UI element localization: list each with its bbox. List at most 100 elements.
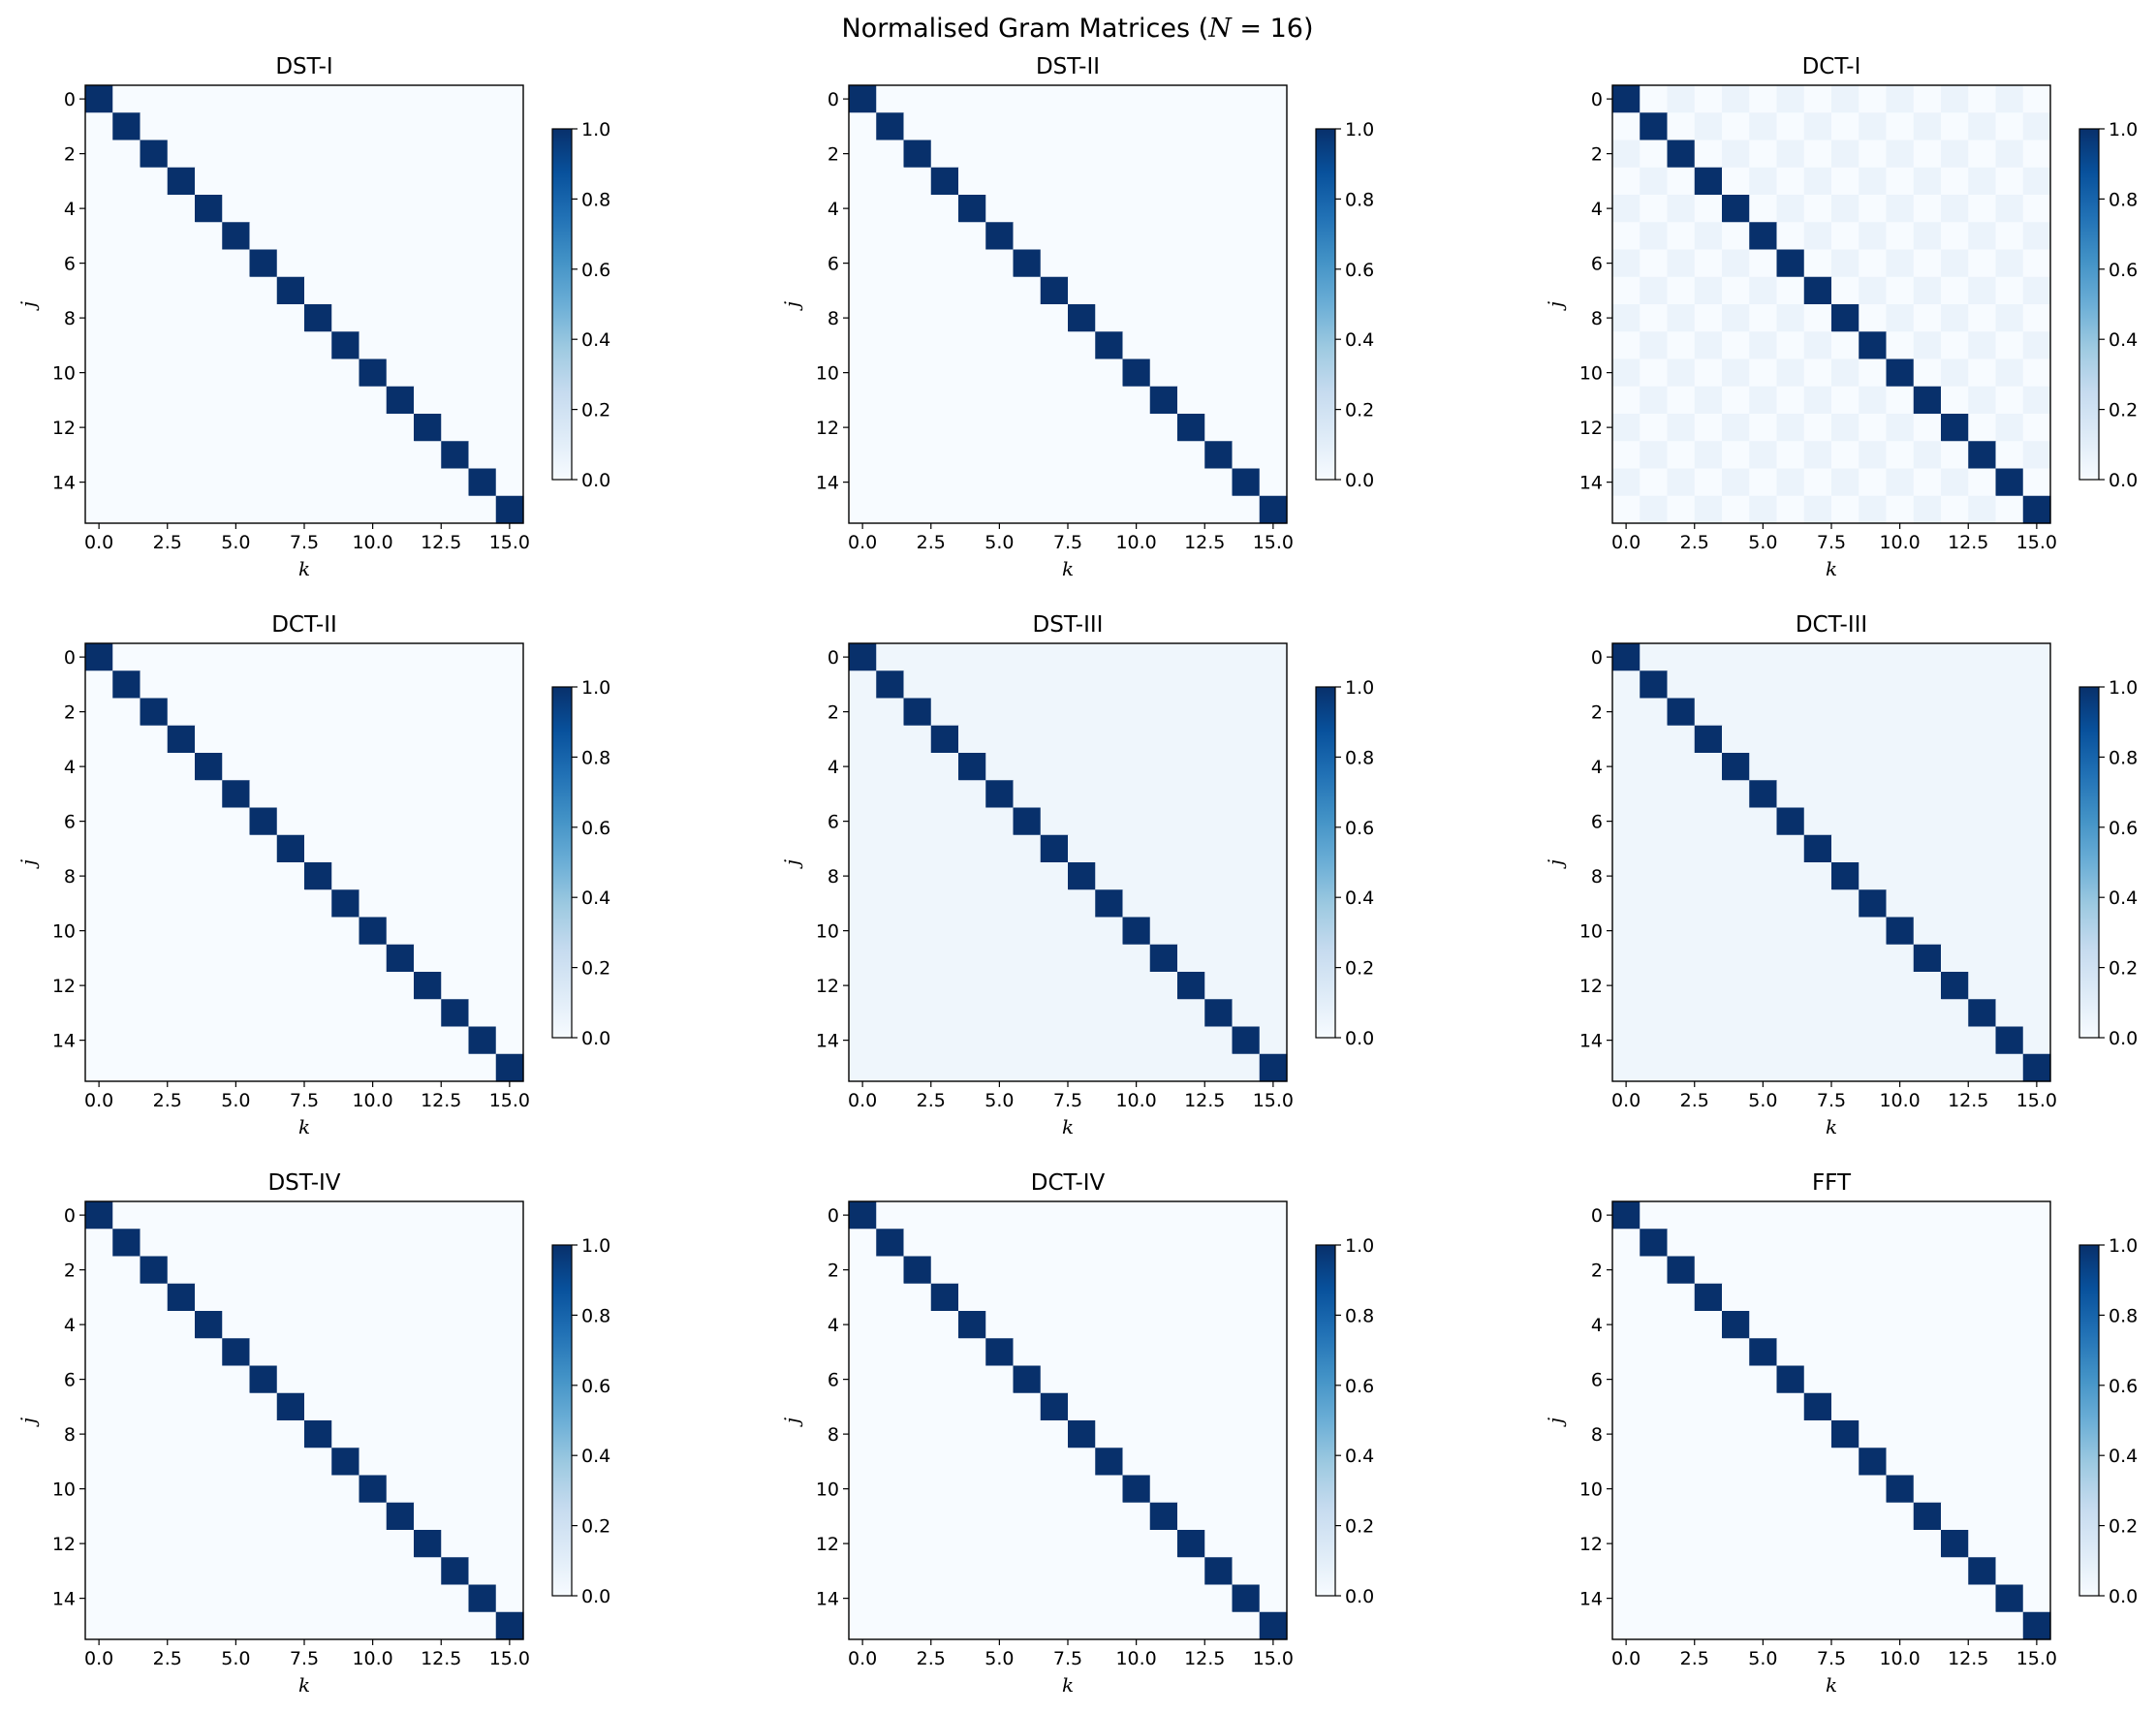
heatmap-cell xyxy=(386,414,415,442)
heatmap-cell xyxy=(958,304,986,332)
heatmap-cell xyxy=(468,1420,497,1448)
heatmap-cell xyxy=(930,1502,959,1531)
heatmap-cell xyxy=(1122,917,1151,946)
heatmap-cell xyxy=(1232,358,1261,388)
heatmap-cell xyxy=(985,807,1015,836)
heatmap-cell xyxy=(903,195,932,223)
heatmap-cell xyxy=(1694,1611,1723,1640)
heatmap-cell xyxy=(304,276,332,305)
heatmap-cell xyxy=(359,331,388,360)
heatmap-cell xyxy=(1122,1448,1151,1477)
heatmap-cell xyxy=(930,1026,959,1055)
colorbar-frame xyxy=(2078,686,2100,1039)
heatmap-cell xyxy=(386,1026,415,1055)
heatmap-cell xyxy=(1749,1502,1778,1531)
heatmap-cell xyxy=(1259,140,1288,169)
heatmap-cell xyxy=(903,276,932,305)
heatmap-cell xyxy=(359,643,388,671)
heatmap-cell xyxy=(112,1201,141,1230)
heatmap-cell xyxy=(1859,999,1888,1028)
panel-title: DCT-I xyxy=(1802,54,1861,79)
heatmap-cell xyxy=(1149,834,1178,863)
heatmap-cell xyxy=(958,195,986,223)
heatmap-cell xyxy=(276,1283,305,1312)
heatmap-cell xyxy=(222,889,251,919)
heatmap-cell xyxy=(1749,85,1778,113)
y-tick-label: 12 xyxy=(1579,418,1603,439)
heatmap-cell xyxy=(930,917,959,946)
heatmap-cell xyxy=(1749,944,1778,973)
heatmap-cell xyxy=(1204,140,1234,169)
heatmap-cell xyxy=(359,753,388,781)
heatmap-cell xyxy=(386,222,415,251)
heatmap-cell xyxy=(1149,1311,1178,1339)
heatmap-cell xyxy=(85,999,113,1028)
heatmap-cell xyxy=(386,249,415,278)
heatmap-cell xyxy=(2022,780,2051,809)
y-tick-label: 0 xyxy=(64,1205,76,1227)
heatmap-cell xyxy=(985,1530,1015,1558)
heatmap-cell xyxy=(112,304,141,332)
heatmap-cell xyxy=(1941,468,1969,497)
heatmap-cell xyxy=(1177,386,1205,415)
heatmap-cell xyxy=(876,1229,905,1258)
heatmap-cell xyxy=(1776,222,1805,251)
heatmap-cell xyxy=(1859,222,1888,251)
heatmap-cell xyxy=(2022,753,2051,781)
heatmap-cell xyxy=(85,1201,113,1230)
heatmap-cell xyxy=(1068,1201,1096,1230)
heatmap-cell xyxy=(359,1201,388,1230)
heatmap-cell xyxy=(903,1201,932,1230)
heatmap-cell xyxy=(849,1584,877,1613)
heatmap-cell xyxy=(1149,1392,1178,1421)
heatmap-cell xyxy=(1204,643,1234,671)
heatmap-cell xyxy=(140,780,169,809)
heatmap-cell xyxy=(1204,1448,1234,1477)
x-tick-label: 7.5 xyxy=(1817,1648,1846,1669)
heatmap-cell xyxy=(359,1448,388,1477)
heatmap-cell xyxy=(1177,1557,1205,1586)
heatmap-cell xyxy=(386,441,415,470)
heatmap-cell xyxy=(112,643,141,671)
y-tick-label: 0 xyxy=(1591,647,1603,669)
heatmap-cell xyxy=(1886,1392,1915,1421)
heatmap-cell xyxy=(167,1530,196,1558)
heatmap-cell xyxy=(1095,999,1124,1028)
heatmap-cell xyxy=(1149,167,1178,196)
heatmap-cell xyxy=(468,1026,497,1055)
heatmap-cell xyxy=(1859,1475,1888,1504)
heatmap-cell xyxy=(1941,753,1969,781)
heatmap-cell xyxy=(2022,1502,2051,1531)
heatmap-cell xyxy=(195,780,223,809)
heatmap-cell xyxy=(386,1365,415,1394)
heatmap-cell xyxy=(1694,1420,1723,1448)
heatmap-cell xyxy=(1749,917,1778,946)
heatmap-cell xyxy=(1859,167,1888,196)
heatmap-cell xyxy=(1259,643,1288,671)
heatmap-cell xyxy=(1259,670,1288,700)
heatmap-cell xyxy=(1177,780,1205,809)
heatmap-cell xyxy=(1886,1365,1915,1394)
heatmap-cell xyxy=(1913,999,1942,1028)
heatmap-cell xyxy=(1694,807,1723,836)
heatmap-cell xyxy=(1803,834,1832,863)
heatmap-cell xyxy=(1803,972,1832,1000)
heatmap-cell xyxy=(1831,358,1859,388)
heatmap-cell xyxy=(1095,1311,1124,1339)
colorbar-tick-label: 0.2 xyxy=(581,958,610,980)
heatmap-cell xyxy=(1859,753,1888,781)
heatmap-cell xyxy=(1722,670,1750,700)
heatmap-cell xyxy=(849,112,877,141)
heatmap-cell xyxy=(1913,1311,1942,1339)
heatmap-cell xyxy=(1013,167,1042,196)
colorbar-gradient xyxy=(2079,129,2099,480)
heatmap-cell xyxy=(1667,1053,1696,1082)
heatmap-cell xyxy=(1232,167,1261,196)
x-tick-label: 10.0 xyxy=(352,1090,392,1111)
heatmap-cell xyxy=(1913,753,1942,781)
x-tick-label: 2.5 xyxy=(917,1090,946,1111)
heatmap-cell xyxy=(1859,1392,1888,1421)
heatmap-cell xyxy=(1640,862,1669,890)
x-axis-label: k xyxy=(1062,1115,1074,1138)
heatmap-cell xyxy=(276,386,305,415)
